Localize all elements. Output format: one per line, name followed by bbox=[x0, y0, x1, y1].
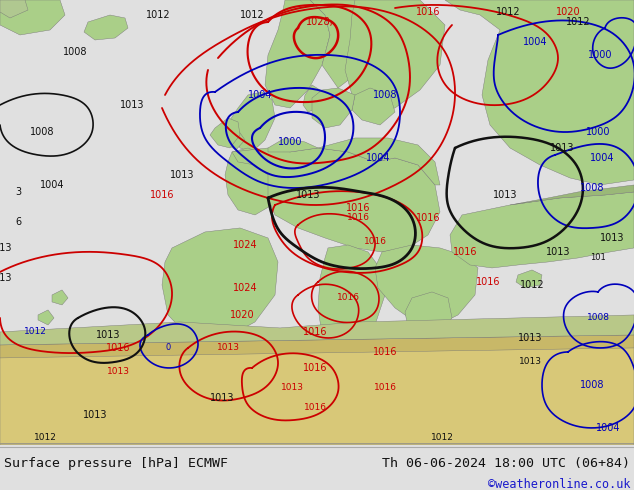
Text: 1016: 1016 bbox=[416, 7, 440, 17]
Text: 1016: 1016 bbox=[416, 213, 440, 223]
Text: 1008: 1008 bbox=[63, 47, 87, 57]
Polygon shape bbox=[268, 138, 318, 152]
Text: 1028,: 1028, bbox=[306, 17, 334, 27]
Polygon shape bbox=[0, 335, 634, 445]
Polygon shape bbox=[516, 270, 542, 288]
Text: 1016: 1016 bbox=[303, 363, 327, 373]
Text: 1013: 1013 bbox=[546, 247, 570, 257]
Polygon shape bbox=[303, 85, 320, 112]
Polygon shape bbox=[0, 335, 634, 358]
Polygon shape bbox=[162, 228, 278, 340]
Text: 1013: 1013 bbox=[170, 170, 194, 180]
Text: 1016: 1016 bbox=[373, 347, 398, 357]
Text: 1016: 1016 bbox=[453, 247, 477, 257]
Text: 1013: 1013 bbox=[216, 343, 240, 352]
Polygon shape bbox=[318, 138, 440, 185]
Polygon shape bbox=[210, 118, 240, 148]
Text: 1013: 1013 bbox=[519, 357, 541, 367]
Polygon shape bbox=[0, 0, 65, 35]
Polygon shape bbox=[352, 88, 395, 125]
Polygon shape bbox=[310, 0, 375, 88]
Text: 1016: 1016 bbox=[304, 403, 327, 413]
Text: 3: 3 bbox=[15, 187, 21, 197]
Text: 1016: 1016 bbox=[337, 294, 359, 302]
Text: 1004: 1004 bbox=[366, 153, 391, 163]
Text: 1012: 1012 bbox=[496, 7, 521, 17]
Polygon shape bbox=[0, 315, 634, 345]
Polygon shape bbox=[405, 292, 452, 340]
Text: 1008: 1008 bbox=[30, 127, 55, 137]
Text: 1000: 1000 bbox=[278, 137, 302, 147]
Text: 1013: 1013 bbox=[600, 233, 624, 243]
Text: 1020: 1020 bbox=[555, 7, 580, 17]
Text: 1013: 1013 bbox=[0, 273, 12, 283]
Polygon shape bbox=[375, 245, 478, 325]
Polygon shape bbox=[312, 88, 355, 128]
Text: 1013: 1013 bbox=[0, 243, 12, 253]
Polygon shape bbox=[38, 310, 54, 325]
Text: 1013: 1013 bbox=[280, 384, 304, 392]
Polygon shape bbox=[52, 290, 68, 305]
Text: 1012: 1012 bbox=[146, 10, 171, 20]
Text: 1013: 1013 bbox=[210, 393, 234, 403]
Text: 1016: 1016 bbox=[476, 277, 500, 287]
Polygon shape bbox=[432, 335, 450, 355]
Polygon shape bbox=[330, 368, 360, 392]
Text: 1016: 1016 bbox=[106, 343, 130, 353]
Polygon shape bbox=[345, 0, 445, 112]
Text: ©weatheronline.co.uk: ©weatheronline.co.uk bbox=[488, 478, 630, 490]
Text: 1012: 1012 bbox=[34, 434, 56, 442]
Text: 101: 101 bbox=[590, 253, 606, 263]
Text: 1004: 1004 bbox=[40, 180, 64, 190]
Text: 1008: 1008 bbox=[373, 90, 398, 100]
Polygon shape bbox=[0, 0, 28, 18]
Text: 1004: 1004 bbox=[590, 153, 614, 163]
Polygon shape bbox=[228, 130, 245, 150]
Text: 1020: 1020 bbox=[230, 310, 254, 320]
Text: 6: 6 bbox=[15, 217, 21, 227]
Text: 1024: 1024 bbox=[233, 283, 257, 293]
Text: 1013: 1013 bbox=[550, 143, 574, 153]
Text: 1008: 1008 bbox=[579, 183, 604, 193]
Polygon shape bbox=[450, 192, 634, 268]
Polygon shape bbox=[232, 148, 440, 252]
Text: 1013: 1013 bbox=[493, 190, 517, 200]
Text: 1012: 1012 bbox=[240, 10, 264, 20]
Text: 1008: 1008 bbox=[579, 380, 604, 390]
Text: 1016: 1016 bbox=[363, 238, 387, 246]
Text: 1016: 1016 bbox=[303, 327, 327, 337]
Text: 1004: 1004 bbox=[523, 37, 547, 47]
Text: 1012: 1012 bbox=[430, 434, 453, 442]
Text: 1012: 1012 bbox=[23, 327, 46, 337]
Text: Surface pressure [hPa] ECMWF: Surface pressure [hPa] ECMWF bbox=[4, 457, 228, 470]
Polygon shape bbox=[84, 15, 128, 40]
Text: 1000: 1000 bbox=[588, 50, 612, 60]
Text: 1000: 1000 bbox=[586, 127, 611, 137]
Text: 1016: 1016 bbox=[373, 384, 396, 392]
Text: 1012: 1012 bbox=[566, 17, 590, 27]
Text: 1013: 1013 bbox=[120, 100, 145, 110]
Text: 1013: 1013 bbox=[295, 190, 320, 200]
Text: 1024: 1024 bbox=[233, 240, 257, 250]
Text: 1012: 1012 bbox=[520, 280, 545, 290]
Polygon shape bbox=[265, 0, 330, 108]
Text: 1016: 1016 bbox=[347, 214, 370, 222]
Text: Th 06-06-2024 18:00 UTC (06+84): Th 06-06-2024 18:00 UTC (06+84) bbox=[382, 457, 630, 470]
Text: 1004: 1004 bbox=[248, 90, 272, 100]
Text: 0: 0 bbox=[165, 343, 171, 352]
Text: 1016: 1016 bbox=[346, 203, 370, 213]
Text: 1004: 1004 bbox=[596, 423, 620, 433]
Polygon shape bbox=[510, 185, 634, 205]
Text: 1016: 1016 bbox=[150, 190, 174, 200]
Text: 1013: 1013 bbox=[83, 410, 107, 420]
Text: 1008: 1008 bbox=[586, 314, 609, 322]
Text: 1013: 1013 bbox=[107, 368, 129, 376]
Polygon shape bbox=[318, 245, 385, 368]
Polygon shape bbox=[445, 0, 634, 185]
Text: 1013: 1013 bbox=[518, 333, 542, 343]
Polygon shape bbox=[225, 148, 282, 215]
Text: 1013: 1013 bbox=[96, 330, 120, 340]
Polygon shape bbox=[230, 92, 275, 152]
